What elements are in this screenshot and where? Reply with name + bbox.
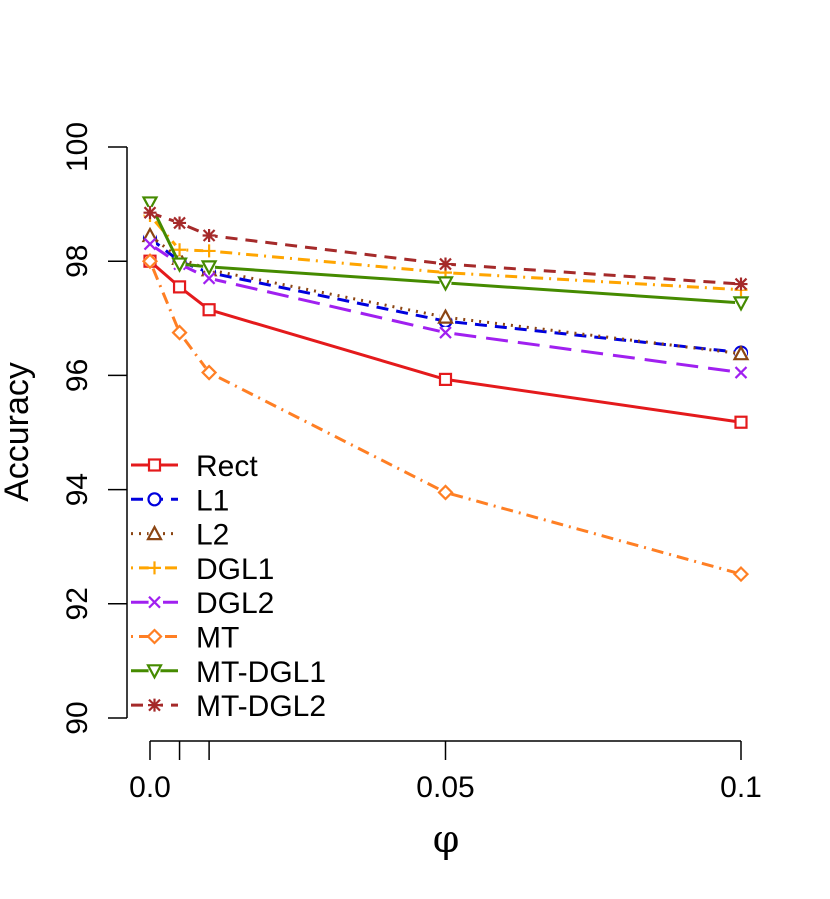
marker-backdrop bbox=[735, 568, 747, 581]
series-mt-dgl2 bbox=[143, 206, 748, 291]
legend-entry: L2 bbox=[131, 519, 229, 552]
marker-cross bbox=[143, 237, 157, 251]
series-line bbox=[149, 234, 742, 356]
marker-square bbox=[172, 280, 187, 294]
marker-diamond bbox=[201, 364, 218, 381]
x-tick-label: 0.0 bbox=[129, 771, 171, 804]
marker-plus bbox=[202, 244, 216, 258]
marker-triangle-down bbox=[437, 276, 454, 292]
marker-backdrop bbox=[439, 486, 452, 499]
marker-asterisk bbox=[148, 698, 161, 712]
marker-diamond bbox=[437, 484, 454, 501]
legend-label: MT-DGL2 bbox=[196, 690, 326, 723]
legend-entry: DGL2 bbox=[131, 587, 274, 620]
legend-marker-backdrop bbox=[148, 493, 161, 506]
marker-cross bbox=[148, 595, 161, 609]
series-mt-dgl1 bbox=[141, 196, 750, 312]
legend-label: DGL1 bbox=[196, 553, 274, 586]
marker-asterisk bbox=[439, 257, 452, 271]
marker-diamond bbox=[146, 628, 163, 645]
marker-plus bbox=[173, 243, 187, 257]
marker-triangle-down bbox=[171, 257, 188, 273]
marker-triangle-down bbox=[146, 664, 163, 680]
y-axis: 90 92 94 96 98 100 bbox=[61, 122, 128, 735]
legend-marker-backdrop bbox=[148, 630, 161, 643]
marker-backdrop bbox=[173, 280, 186, 293]
marker-asterisk bbox=[734, 277, 748, 291]
y-tick-label: 100 bbox=[61, 122, 94, 172]
legend-entry: Rect bbox=[131, 450, 258, 483]
x-axis: 0.0 0.05 0.1 bbox=[129, 740, 762, 804]
marker-triangle-up bbox=[437, 308, 454, 324]
series-mt bbox=[141, 253, 750, 583]
legend-entry: MT-DGL2 bbox=[131, 690, 326, 723]
legend-entry: DGL1 bbox=[131, 553, 274, 586]
marker-plus bbox=[148, 561, 161, 575]
series-layer bbox=[141, 196, 750, 583]
marker-asterisk bbox=[143, 206, 157, 220]
marker-cross bbox=[439, 326, 452, 339]
y-tick-label: 94 bbox=[61, 473, 94, 506]
legend-label: L1 bbox=[196, 484, 229, 517]
marker-cross bbox=[734, 366, 748, 379]
marker-triangle-down bbox=[200, 260, 218, 276]
marker-cross bbox=[202, 272, 216, 285]
legend-marker-backdrop bbox=[148, 459, 161, 471]
marker-square bbox=[734, 415, 748, 429]
legend-label: MT-DGL1 bbox=[196, 656, 326, 689]
marker-square bbox=[202, 303, 216, 317]
marker-triangle-up bbox=[732, 344, 750, 361]
marker-square bbox=[438, 372, 453, 386]
legend-entry: MT bbox=[131, 622, 239, 655]
marker-square bbox=[147, 458, 162, 472]
series-rect bbox=[143, 254, 748, 429]
marker-backdrop bbox=[173, 326, 186, 339]
legend-label: Rect bbox=[196, 450, 258, 483]
legend-entry: MT-DGL1 bbox=[131, 656, 326, 689]
y-tick-label: 92 bbox=[61, 587, 94, 620]
x-tick-label: 0.1 bbox=[720, 771, 762, 804]
marker-circle bbox=[147, 492, 162, 507]
legend-label: DGL2 bbox=[196, 587, 274, 620]
y-tick-label: 98 bbox=[61, 245, 94, 278]
series-line bbox=[148, 260, 742, 576]
marker-triangle-down bbox=[141, 196, 159, 212]
legend-label: MT bbox=[196, 622, 239, 655]
series-l1 bbox=[142, 231, 749, 360]
marker-diamond bbox=[141, 253, 159, 270]
legend-label: L2 bbox=[196, 519, 229, 552]
marker-diamond bbox=[732, 566, 750, 583]
y-tick-label: 90 bbox=[61, 701, 94, 734]
y-tick-label: 96 bbox=[61, 359, 94, 392]
x-tick-label: 0.05 bbox=[416, 771, 474, 804]
marker-triangle-up bbox=[146, 524, 163, 541]
marker-asterisk bbox=[173, 216, 187, 230]
marker-asterisk bbox=[202, 229, 216, 243]
legend-entry: L1 bbox=[131, 484, 229, 517]
y-axis-title: Accuracy bbox=[0, 362, 36, 502]
marker-triangle-down bbox=[732, 296, 750, 312]
marker-diamond bbox=[171, 324, 188, 341]
marker-backdrop bbox=[203, 303, 216, 316]
series-l2 bbox=[141, 226, 750, 361]
x-axis-title: φ bbox=[433, 817, 460, 861]
marker-backdrop bbox=[203, 366, 216, 379]
marker-backdrop bbox=[144, 255, 156, 268]
marker-backdrop bbox=[735, 416, 747, 429]
marker-backdrop bbox=[439, 373, 452, 386]
